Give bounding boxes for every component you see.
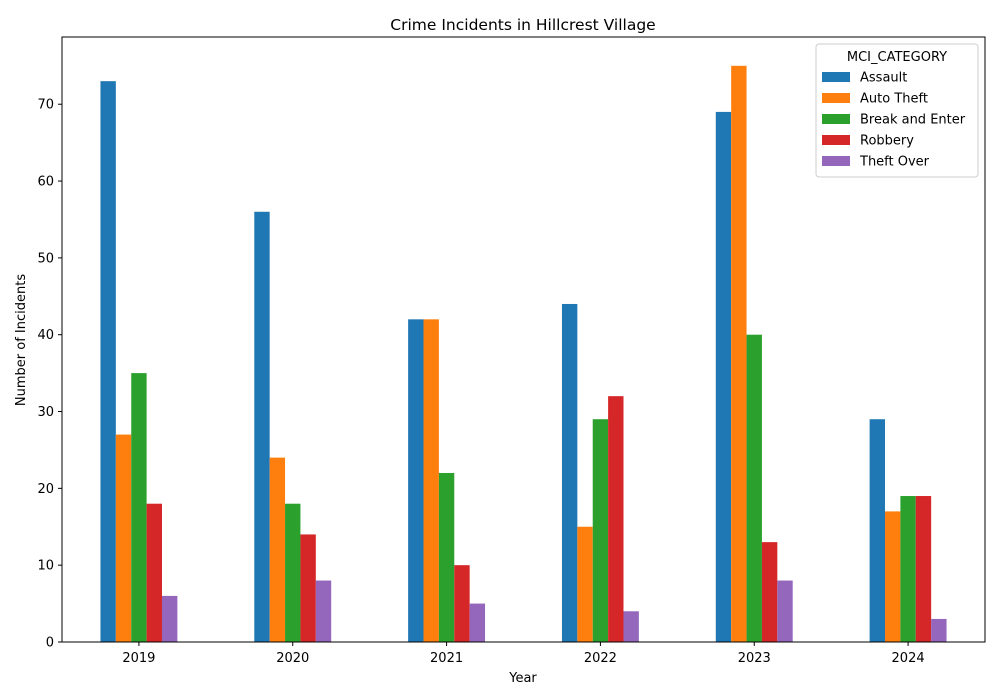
y-tick-label: 20 — [37, 482, 54, 497]
bar-robbery-2024 — [915, 496, 932, 642]
y-axis-label: Number of Incidents — [14, 274, 29, 406]
bar-assault-2019 — [100, 81, 116, 643]
legend-swatch-assault — [822, 72, 850, 82]
bar-theft-over-2024 — [931, 618, 947, 642]
bar-break-and-enter-2021 — [438, 472, 455, 642]
bar-auto-theft-2023 — [731, 65, 747, 642]
y-tick-label: 60 — [37, 175, 54, 190]
bar-break-and-enter-2019 — [131, 373, 147, 642]
bar-assault-2021 — [408, 319, 424, 642]
legend-swatch-theft-over — [822, 156, 850, 166]
bar-assault-2022 — [561, 303, 578, 642]
x-tick-label: 2024 — [892, 651, 925, 666]
x-tick-label: 2022 — [584, 651, 617, 666]
x-axis-label: Year — [508, 671, 537, 686]
bar-theft-over-2020 — [315, 580, 332, 642]
bar-break-and-enter-2020 — [285, 503, 301, 642]
bar-assault-2024 — [869, 419, 886, 642]
legend-swatch-auto-theft — [822, 93, 850, 103]
y-tick-label: 50 — [37, 251, 54, 266]
legend-swatch-break-and-enter — [822, 114, 850, 124]
legend-items: Assault Auto Theft Break and Enter Robbery T… — [822, 71, 966, 170]
bar-theft-over-2021 — [469, 603, 486, 642]
x-axis-ticks: 2019 2020 2021 2022 2023 2024 — [122, 642, 925, 666]
chart-title: Crime Incidents in Hillcrest Village — [390, 16, 655, 34]
bar-robbery-2023 — [761, 542, 778, 642]
bar-auto-theft-2020 — [269, 457, 286, 642]
bar-robbery-2022 — [608, 396, 624, 642]
bar-auto-theft-2024 — [885, 511, 901, 642]
bar-auto-theft-2022 — [577, 526, 593, 642]
plot-frame — [61, 36, 986, 643]
bar-robbery-2021 — [454, 565, 470, 642]
y-tick-label: 10 — [37, 559, 54, 574]
bar-auto-theft-2019 — [115, 434, 132, 642]
bar-break-and-enter-2023 — [746, 334, 762, 642]
bar-assault-2023 — [715, 111, 732, 642]
x-tick-label: 2023 — [738, 651, 771, 666]
y-tick-label: 40 — [37, 328, 54, 343]
y-tick-label: 70 — [37, 98, 54, 113]
bar-break-and-enter-2024 — [900, 496, 916, 642]
x-tick-label: 2019 — [122, 651, 155, 666]
legend-label-break-and-enter: Break and Enter — [860, 113, 966, 128]
bar-theft-over-2023 — [777, 580, 793, 642]
y-tick-label: 30 — [37, 405, 54, 420]
legend-label-assault: Assault — [860, 71, 907, 86]
legend-label-theft-over: Theft Over — [859, 155, 930, 170]
legend-swatch-robbery — [822, 135, 850, 145]
bar-break-and-enter-2022 — [592, 419, 609, 642]
bar-robbery-2020 — [300, 534, 316, 642]
bar-theft-over-2022 — [623, 611, 639, 642]
bars-group — [100, 65, 947, 643]
legend: MCI_CATEGORY Assault Auto Theft Break and … — [815, 43, 979, 178]
x-tick-label: 2020 — [276, 651, 309, 666]
legend-box — [815, 43, 979, 178]
bar-theft-over-2019 — [161, 595, 178, 642]
y-tick-label: 0 — [46, 636, 54, 651]
y-axis-ticks: 0 10 20 30 40 50 60 70 — [37, 98, 62, 651]
bar-auto-theft-2021 — [423, 319, 439, 642]
legend-title: MCI_CATEGORY — [847, 50, 947, 65]
x-tick-label: 2021 — [430, 651, 463, 666]
legend-label-robbery: Robbery — [860, 134, 914, 149]
bar-assault-2020 — [254, 211, 270, 642]
bar-robbery-2019 — [146, 503, 162, 642]
legend-label-auto-theft: Auto Theft — [860, 92, 928, 107]
